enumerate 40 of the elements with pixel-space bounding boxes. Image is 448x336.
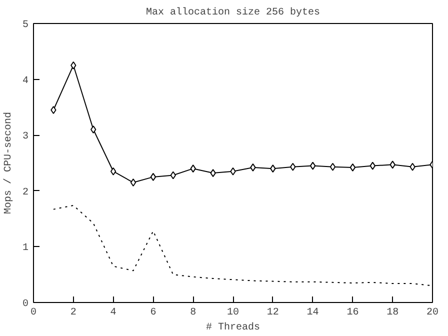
x-tick-label: 18 [386,308,399,318]
y-tick-label: 3 [22,132,29,143]
x-tick-label: 10 [227,308,240,318]
point [150,172,156,181]
x-tick-label: 20 [426,308,439,318]
x-tick-label: 4 [110,308,116,318]
x-axis-title: # Threads [206,322,260,334]
y-tick-label: 5 [22,20,29,31]
point [70,61,76,70]
point [110,167,116,176]
point [390,160,396,169]
point [290,162,296,171]
point [350,163,356,172]
point [250,163,256,172]
x-tick-label: 2 [70,308,76,318]
y-axis-title: Mops / CPU-second [2,112,14,214]
point [230,167,236,176]
point [190,164,196,173]
chart-title: Max allocation size 256 bytes [146,6,320,18]
x-tick-label: 14 [306,308,319,318]
y-tick-label: 1 [22,243,29,254]
x-tick-label: 16 [346,308,359,318]
line-series [52,204,432,286]
x-tick-label: 12 [266,308,279,318]
point [330,162,336,171]
point [210,169,216,178]
point [270,164,276,173]
point [50,106,56,114]
y-tick-label: 0 [22,299,29,310]
point [370,162,376,170]
x-tick-label: 6 [150,308,156,318]
x-tick-label: 0 [30,308,37,318]
y-tick-label: 2 [22,187,29,198]
point [410,162,416,171]
point [90,126,96,134]
point [310,162,316,170]
x-tick-label: 8 [190,308,196,318]
point [170,171,176,180]
y-tick-label: 4 [22,76,29,87]
point [130,178,136,187]
